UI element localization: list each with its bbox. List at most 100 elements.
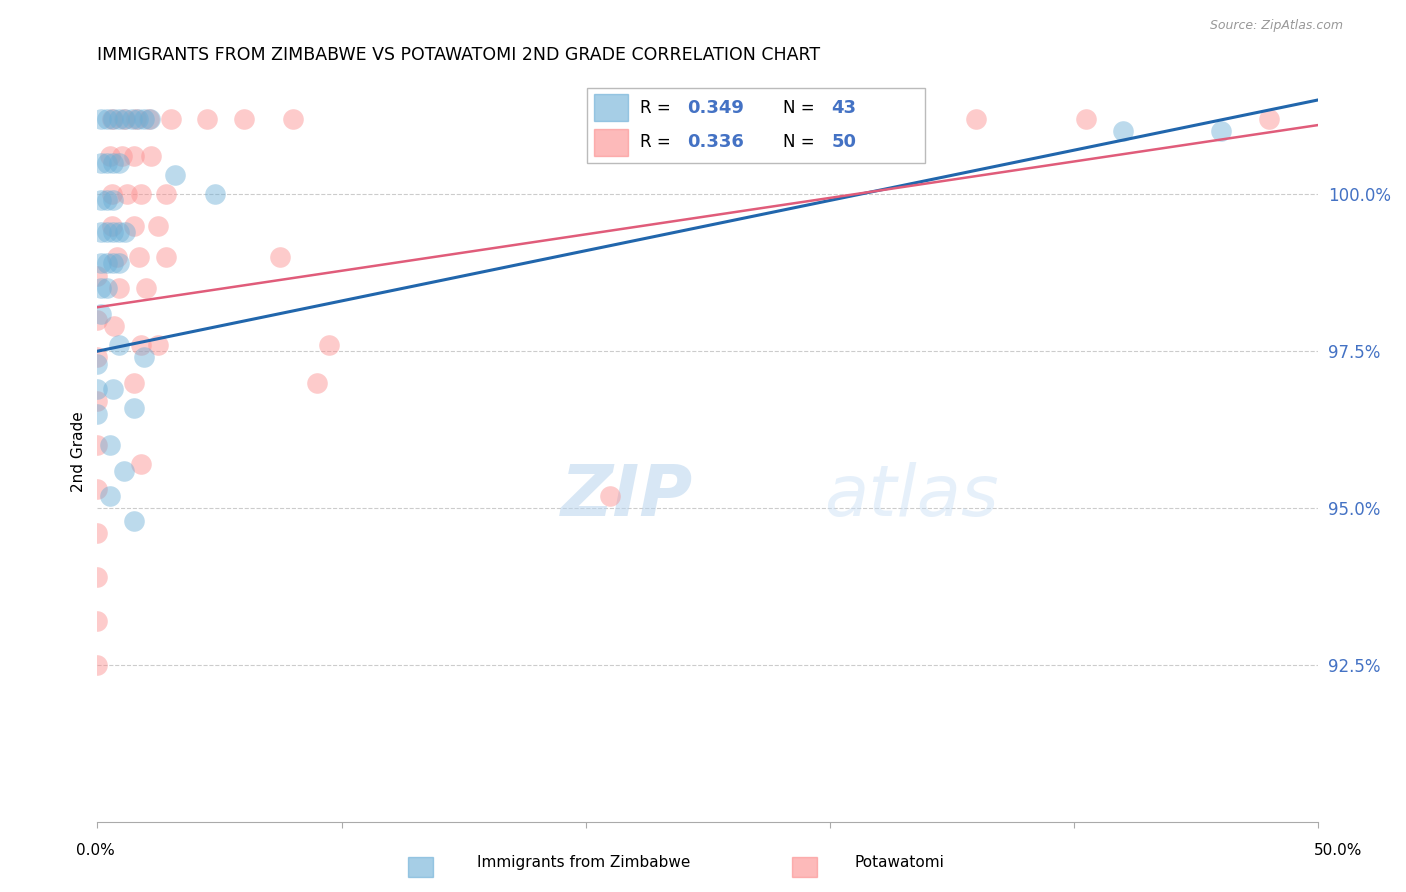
Point bbox=[86, 394, 108, 409]
Text: 0.349: 0.349 bbox=[688, 99, 744, 117]
Point bbox=[132, 112, 155, 126]
Point bbox=[108, 225, 131, 239]
Point bbox=[86, 526, 108, 541]
Text: 0.336: 0.336 bbox=[688, 133, 744, 152]
Point bbox=[121, 112, 143, 126]
Point bbox=[86, 438, 108, 452]
Point bbox=[96, 194, 118, 208]
Point bbox=[114, 112, 136, 126]
Point bbox=[108, 155, 131, 169]
Point bbox=[112, 464, 135, 478]
Point bbox=[108, 256, 131, 270]
Point bbox=[155, 187, 177, 202]
FancyBboxPatch shape bbox=[586, 88, 925, 163]
Point bbox=[1209, 124, 1232, 138]
Point bbox=[101, 219, 124, 233]
Point bbox=[86, 483, 108, 497]
Text: N =: N = bbox=[783, 133, 820, 152]
Point bbox=[103, 225, 125, 239]
FancyBboxPatch shape bbox=[593, 95, 628, 121]
Point bbox=[105, 250, 128, 264]
Text: 50.0%: 50.0% bbox=[1315, 843, 1362, 857]
Point bbox=[108, 281, 131, 295]
Point bbox=[131, 457, 153, 471]
Point bbox=[128, 250, 150, 264]
Point bbox=[86, 407, 108, 421]
Point bbox=[86, 615, 108, 629]
Point bbox=[1258, 112, 1281, 126]
Point bbox=[86, 268, 108, 283]
Text: IMMIGRANTS FROM ZIMBABWE VS POTAWATOMI 2ND GRADE CORRELATION CHART: IMMIGRANTS FROM ZIMBABWE VS POTAWATOMI 2… bbox=[97, 46, 821, 64]
Point bbox=[122, 376, 145, 390]
Text: 43: 43 bbox=[831, 99, 856, 117]
Point bbox=[204, 187, 226, 202]
Point bbox=[155, 250, 177, 264]
Point bbox=[86, 351, 108, 365]
Point bbox=[1112, 124, 1135, 138]
Point bbox=[307, 376, 329, 390]
Point bbox=[86, 357, 108, 371]
Point bbox=[148, 219, 170, 233]
Point bbox=[122, 401, 145, 415]
Point bbox=[131, 187, 153, 202]
Point bbox=[96, 256, 118, 270]
Point bbox=[195, 112, 218, 126]
Text: 0.0%: 0.0% bbox=[76, 843, 115, 857]
Y-axis label: 2nd Grade: 2nd Grade bbox=[72, 411, 86, 492]
Point bbox=[98, 149, 121, 163]
Point bbox=[96, 112, 118, 126]
Point bbox=[96, 281, 118, 295]
Point bbox=[139, 149, 162, 163]
Point bbox=[135, 281, 157, 295]
Point bbox=[965, 112, 987, 126]
Point bbox=[101, 112, 124, 126]
Point bbox=[122, 149, 145, 163]
Point bbox=[159, 112, 181, 126]
Point bbox=[115, 187, 138, 202]
Point bbox=[103, 155, 125, 169]
Point bbox=[318, 338, 340, 352]
Point bbox=[103, 382, 125, 396]
Point bbox=[132, 351, 155, 365]
Point bbox=[125, 112, 148, 126]
Point bbox=[86, 313, 108, 327]
Point bbox=[103, 256, 125, 270]
Point bbox=[86, 382, 108, 396]
Point bbox=[103, 194, 125, 208]
Point bbox=[281, 112, 304, 126]
Point bbox=[90, 281, 112, 295]
Point bbox=[139, 112, 162, 126]
Point bbox=[1076, 112, 1098, 126]
Point bbox=[112, 112, 135, 126]
Point bbox=[165, 169, 187, 183]
Text: R =: R = bbox=[640, 99, 676, 117]
Text: Source: ZipAtlas.com: Source: ZipAtlas.com bbox=[1209, 19, 1343, 31]
Point bbox=[90, 256, 112, 270]
Point bbox=[101, 187, 124, 202]
Point bbox=[90, 112, 112, 126]
Point bbox=[114, 225, 136, 239]
Point bbox=[721, 112, 744, 126]
Point bbox=[86, 570, 108, 584]
Text: N =: N = bbox=[783, 99, 820, 117]
Point bbox=[90, 225, 112, 239]
Point bbox=[148, 338, 170, 352]
Point bbox=[98, 438, 121, 452]
Text: atlas: atlas bbox=[824, 462, 998, 531]
Point bbox=[96, 225, 118, 239]
Point bbox=[90, 155, 112, 169]
Point bbox=[108, 338, 131, 352]
Point bbox=[599, 489, 621, 503]
Point bbox=[122, 514, 145, 528]
Point bbox=[127, 112, 149, 126]
Text: Immigrants from Zimbabwe: Immigrants from Zimbabwe bbox=[477, 855, 690, 870]
FancyBboxPatch shape bbox=[593, 129, 628, 155]
Point bbox=[269, 250, 291, 264]
Point bbox=[98, 489, 121, 503]
Text: ZIP: ZIP bbox=[561, 462, 693, 531]
Point bbox=[122, 219, 145, 233]
Text: Potawatomi: Potawatomi bbox=[855, 855, 945, 870]
Point bbox=[86, 658, 108, 673]
Point bbox=[232, 112, 254, 126]
Text: R =: R = bbox=[640, 133, 676, 152]
